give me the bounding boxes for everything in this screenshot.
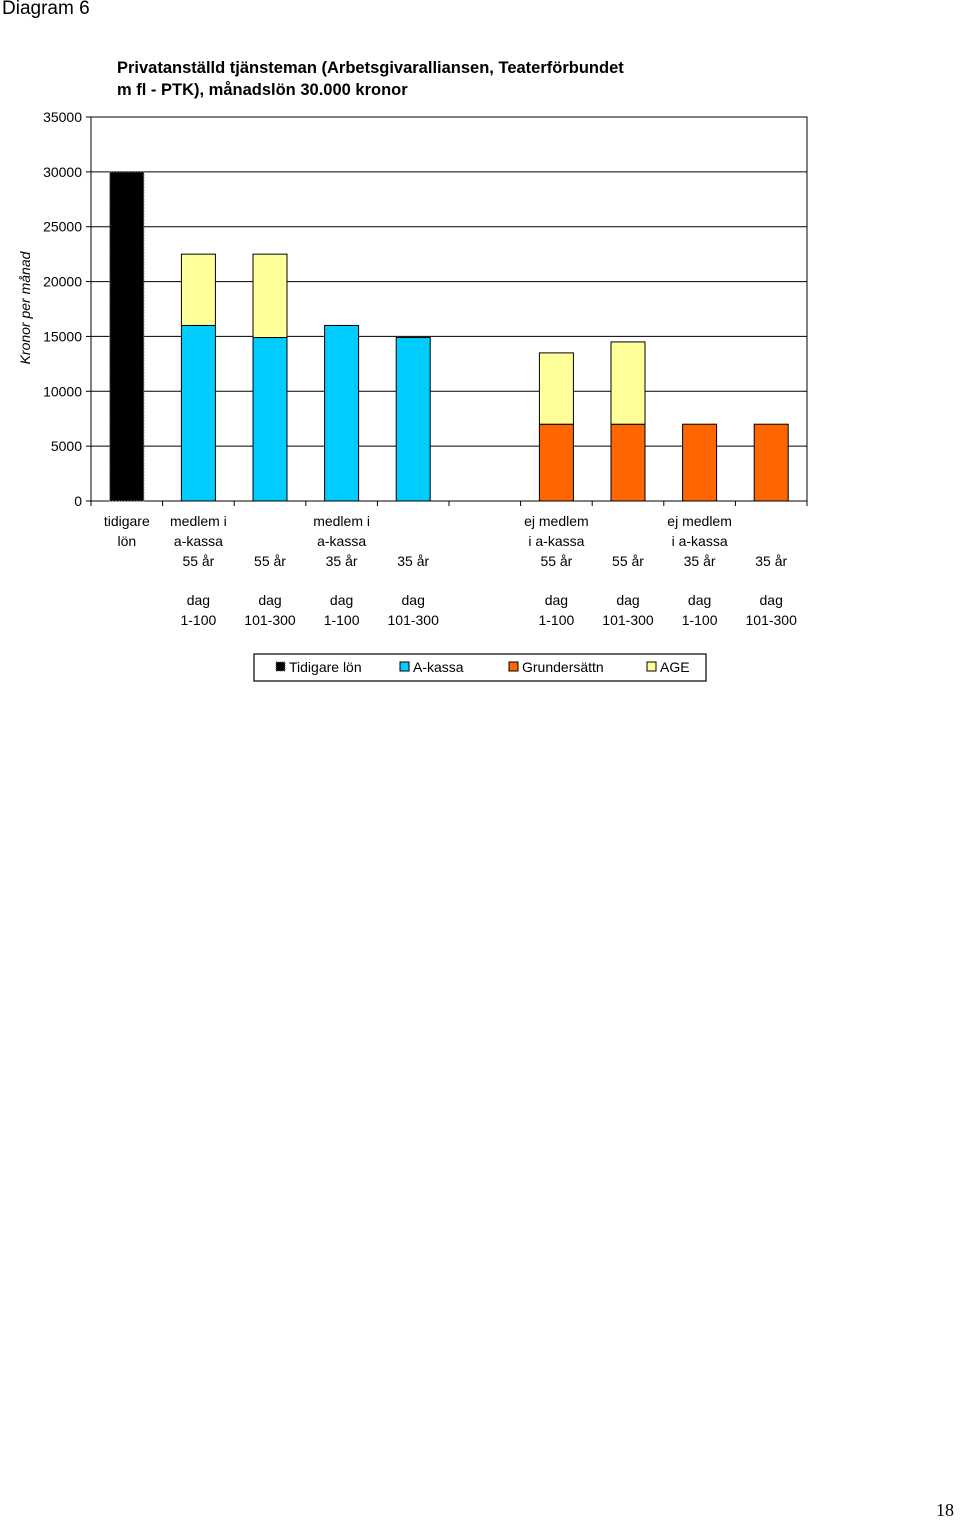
- x-category-label: lön: [117, 533, 136, 549]
- x-category-label: dag: [258, 592, 281, 608]
- legend-label: AGE: [660, 659, 690, 675]
- x-category-label: a-kassa: [174, 533, 223, 549]
- x-category-label: 35 år: [397, 553, 429, 569]
- x-category-label: 55 år: [612, 553, 644, 569]
- x-category-label: dag: [402, 592, 425, 608]
- y-tick-label: 0: [74, 493, 82, 509]
- chart-title-line-2: m fl - PTK), månadslön 30.000 kronor: [117, 81, 408, 99]
- x-category-label: dag: [688, 592, 711, 608]
- bar-segment-a-kassa: [324, 324, 360, 502]
- x-category-label: 35 år: [326, 553, 358, 569]
- x-category-label: i a-kassa: [672, 533, 728, 549]
- x-category-label: dag: [545, 592, 568, 608]
- page-number: 18: [936, 1500, 954, 1520]
- x-category-label: medlem i: [170, 513, 227, 529]
- document-label: Diagram 6: [2, 0, 90, 19]
- legend: Tidigare lön A-kassa Grundersättn AGE: [253, 653, 707, 682]
- y-tick-label: 20000: [43, 274, 82, 290]
- x-category-label: dag: [330, 592, 353, 608]
- x-category-label: tidigare: [104, 513, 150, 529]
- bar-segment-grunders-ttn: [610, 423, 646, 502]
- y-tick-label: 35000: [43, 109, 82, 125]
- bar-segment-age: [610, 341, 646, 425]
- y-axis-label: Kronor per månad: [17, 250, 33, 364]
- x-category-label: medlem i: [313, 513, 370, 529]
- x-category-label: 1-100: [324, 612, 360, 628]
- x-category-label: ej medlem: [524, 513, 589, 529]
- x-category-label: 35 år: [755, 553, 787, 569]
- legend-swatch-grunders-ttn: [508, 661, 519, 672]
- bar-segment-a-kassa: [252, 337, 288, 502]
- y-tick-label: 5000: [51, 438, 82, 454]
- bar-segment-age: [252, 253, 288, 339]
- y-tick-label: 25000: [43, 219, 82, 235]
- x-category-label: 101-300: [602, 612, 654, 628]
- bar-segment-grunders-ttn: [753, 423, 789, 502]
- x-category-label: 55 år: [254, 553, 286, 569]
- chart-title-line-1: Privatanställd tjänsteman (Arbetsgivaral…: [117, 59, 624, 77]
- bar-segment-grunders-ttn: [682, 423, 718, 502]
- legend-swatch-tidigare-l-n: [275, 661, 286, 672]
- x-category-label: 35 år: [684, 553, 716, 569]
- x-category-label: dag: [760, 592, 783, 608]
- legend-label: Tidigare lön: [289, 659, 362, 675]
- x-category-label: 55 år: [540, 553, 572, 569]
- legend-label: Grundersättn: [522, 659, 604, 675]
- bar-segment-age: [180, 253, 216, 326]
- x-category-label: 1-100: [538, 612, 574, 628]
- x-category-label: 101-300: [746, 612, 798, 628]
- y-tick-label: 10000: [43, 383, 82, 399]
- stacked-bar-chart: Privatanställd tjänsteman (Arbetsgivaral…: [17, 59, 808, 682]
- legend-swatch-age: [646, 661, 657, 672]
- legend-box: [253, 653, 707, 682]
- x-category-label: a-kassa: [317, 533, 366, 549]
- x-category-label: 101-300: [244, 612, 296, 628]
- legend-label: A-kassa: [413, 659, 464, 675]
- bar-segment-tidigare-l-n: [109, 171, 145, 502]
- bar-segment-age: [538, 352, 574, 425]
- legend-swatch-a-kassa: [399, 661, 410, 672]
- x-category-label: dag: [187, 592, 210, 608]
- x-category-label: ej medlem: [667, 513, 732, 529]
- x-category-label: dag: [616, 592, 639, 608]
- x-category-label: 101-300: [388, 612, 440, 628]
- bar-segment-a-kassa: [395, 337, 431, 502]
- bar-segment-a-kassa: [180, 324, 216, 502]
- x-category-label: i a-kassa: [528, 533, 584, 549]
- bar-segment-grunders-ttn: [538, 423, 574, 502]
- y-tick-label: 15000: [43, 328, 82, 344]
- x-category-label: 55 år: [182, 553, 214, 569]
- x-category-label: 1-100: [180, 612, 216, 628]
- plot-area: 0 5000 10000 15000 20000 25000 30000 35000 tidig…: [43, 109, 808, 628]
- y-tick-label: 30000: [43, 164, 82, 180]
- x-category-label: 1-100: [682, 612, 718, 628]
